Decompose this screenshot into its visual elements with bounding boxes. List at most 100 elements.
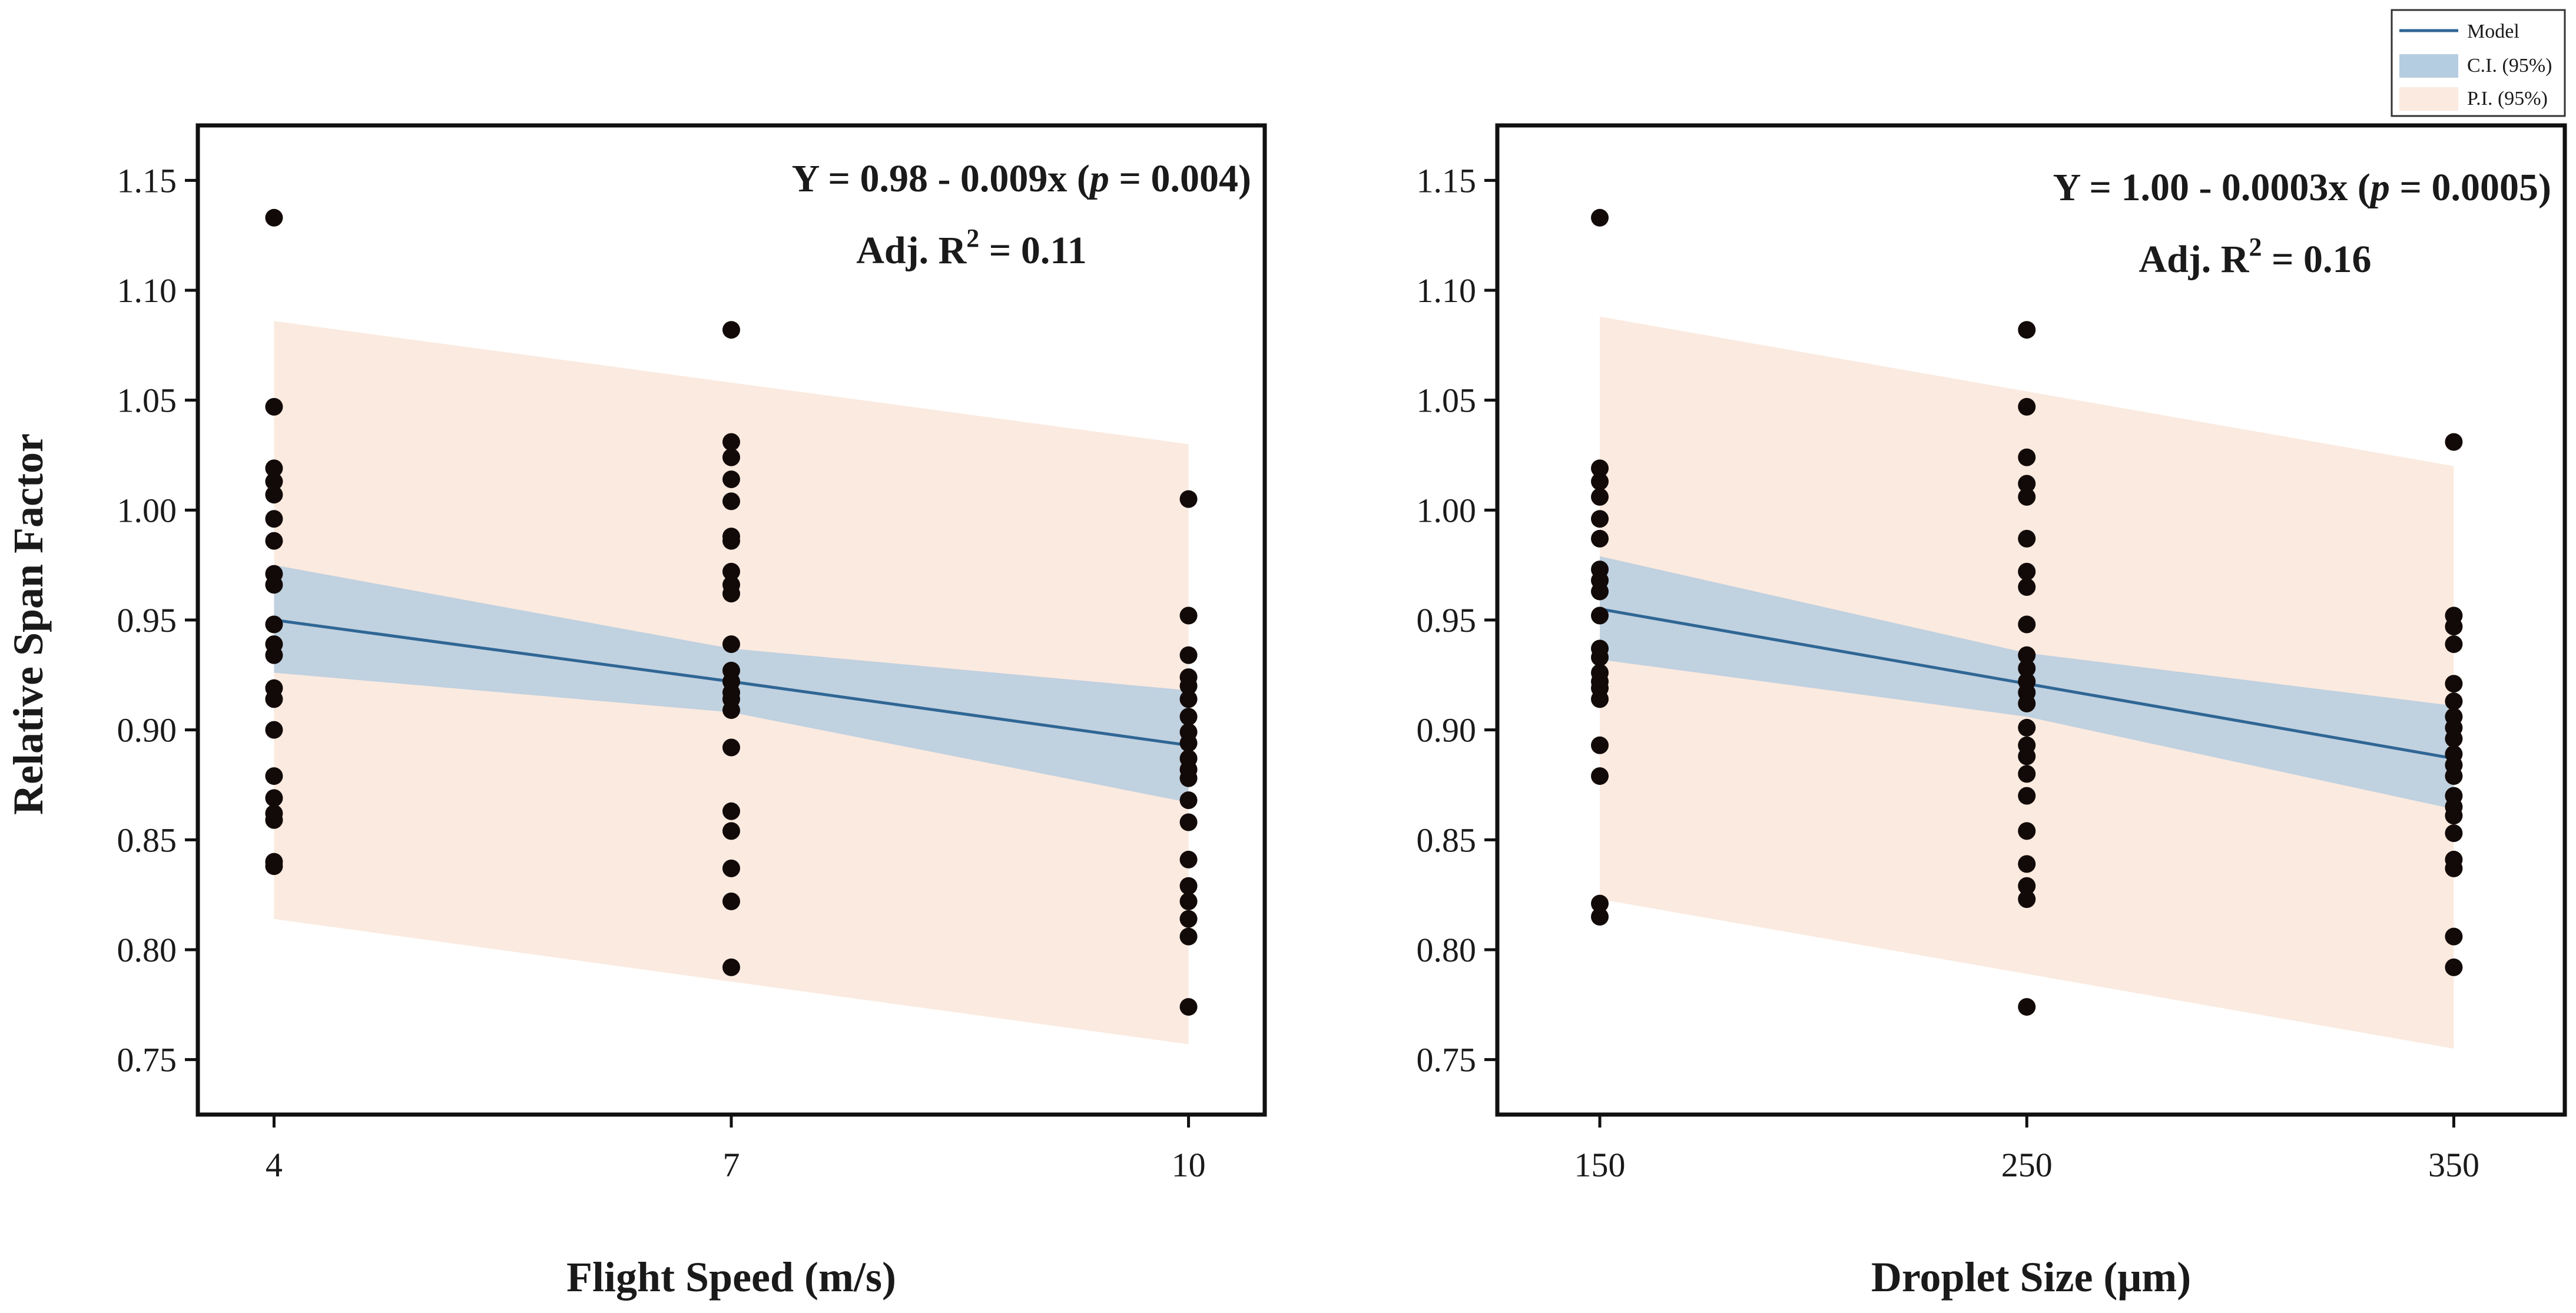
data-point (722, 532, 740, 550)
x-tick-label: 350 (2428, 1146, 2479, 1184)
data-point (2018, 718, 2036, 737)
data-point (2445, 692, 2463, 711)
data-point (1179, 998, 1198, 1016)
y-tick-label: 1.15 (117, 161, 177, 200)
data-point (2445, 767, 2463, 785)
data-point (265, 486, 283, 504)
y-tick-label: 1.05 (1417, 382, 1477, 420)
data-point (2018, 488, 2036, 506)
data-point (722, 562, 740, 581)
data-point (1179, 734, 1198, 752)
regression-equation: Y = 1.00 - 0.0003x (p = 0.0005) (2053, 166, 2551, 209)
y-tick-label: 1.10 (1417, 271, 1477, 310)
y-axis-label: Relative Span Factor (5, 433, 52, 815)
data-point (2445, 958, 2463, 976)
y-tick-label: 0.90 (1417, 711, 1477, 750)
y-tick-label: 0.85 (117, 821, 177, 859)
data-point (1179, 877, 1198, 895)
x-tick-label: 250 (2001, 1146, 2053, 1184)
y-tick-label: 0.75 (117, 1041, 177, 1079)
data-point (2018, 578, 2036, 596)
data-point (1179, 892, 1198, 910)
data-point (265, 767, 283, 785)
data-point (2018, 765, 2036, 783)
y-tick-label: 0.80 (117, 931, 177, 969)
data-point (2018, 890, 2036, 909)
data-point (1179, 927, 1198, 946)
data-point (1179, 606, 1198, 625)
adjusted-r-squared: Adj. R2 = 0.16 (2139, 233, 2371, 281)
panel-flight-speed: 0.75 0.80 0.85 0.90 0.95 1.00 1.05 1.10 1.15 4 7 10… (117, 123, 1267, 1301)
data-point (2018, 448, 2036, 466)
y-tick-label: 1.05 (117, 382, 177, 420)
data-point (2445, 730, 2463, 748)
data-point (2018, 321, 2036, 339)
x-axis-label: Droplet Size (μm) (1871, 1254, 2191, 1301)
data-point (722, 448, 740, 466)
adjusted-r-squared: Adj. R2 = 0.11 (856, 224, 1086, 272)
data-point (2018, 475, 2036, 493)
data-point (722, 321, 740, 339)
data-point (2445, 824, 2463, 843)
data-point (2018, 397, 2036, 416)
data-point (722, 802, 740, 820)
data-point (2018, 998, 2036, 1016)
data-point (265, 857, 283, 876)
data-point (265, 789, 283, 807)
data-point (1179, 910, 1198, 928)
data-point (722, 822, 740, 840)
y-tick-label: 0.95 (117, 601, 177, 639)
data-point (722, 892, 740, 910)
data-point (1591, 767, 1609, 785)
data-point (722, 635, 740, 654)
data-point (1591, 582, 1609, 601)
y-tick-label: 1.00 (117, 491, 177, 529)
data-point (2445, 618, 2463, 636)
y-tick-label: 1.15 (1417, 161, 1477, 200)
x-tick-label: 150 (1574, 1146, 1626, 1184)
data-point (722, 492, 740, 510)
regression-equation: Y = 0.98 - 0.009x (p = 0.004) (792, 157, 1251, 200)
data-point (2018, 562, 2036, 581)
data-point (722, 701, 740, 720)
data-point (1179, 677, 1198, 695)
data-point (2018, 694, 2036, 712)
legend-pi-swatch (2399, 87, 2458, 111)
data-point (1179, 690, 1198, 708)
x-tick-label: 4 (266, 1146, 283, 1184)
y-tick-label: 0.90 (117, 711, 177, 750)
data-point (1591, 459, 1609, 478)
data-point (722, 738, 740, 757)
data-point (2445, 807, 2463, 825)
data-point (265, 397, 283, 416)
panel-droplet-size: 0.75 0.80 0.85 0.90 0.95 1.00 1.05 1.10 1.15 150 2… (1417, 123, 2567, 1301)
data-point (2018, 787, 2036, 805)
data-point (1179, 708, 1198, 726)
data-point (1591, 529, 1609, 548)
data-point (1179, 813, 1198, 831)
data-point (722, 585, 740, 603)
data-point (2445, 635, 2463, 654)
legend-ci-label: C.I. (95%) (2467, 55, 2552, 77)
data-point (265, 532, 283, 550)
data-point (2445, 433, 2463, 451)
data-point (1591, 488, 1609, 506)
data-point (265, 576, 283, 594)
data-point (2018, 659, 2036, 678)
data-point (1591, 894, 1609, 913)
data-point (722, 470, 740, 489)
data-point (1179, 769, 1198, 787)
y-tick-label: 0.95 (1417, 601, 1477, 639)
data-point (265, 646, 283, 664)
y-tick-label: 0.75 (1417, 1041, 1477, 1079)
legend-ci-swatch (2399, 54, 2458, 78)
data-point (2018, 529, 2036, 548)
data-point (265, 208, 283, 227)
data-point (1179, 490, 1198, 508)
data-point (265, 472, 283, 490)
x-tick-label: 7 (723, 1146, 740, 1184)
data-point (722, 958, 740, 976)
data-point (2018, 747, 2036, 765)
data-point (265, 690, 283, 708)
